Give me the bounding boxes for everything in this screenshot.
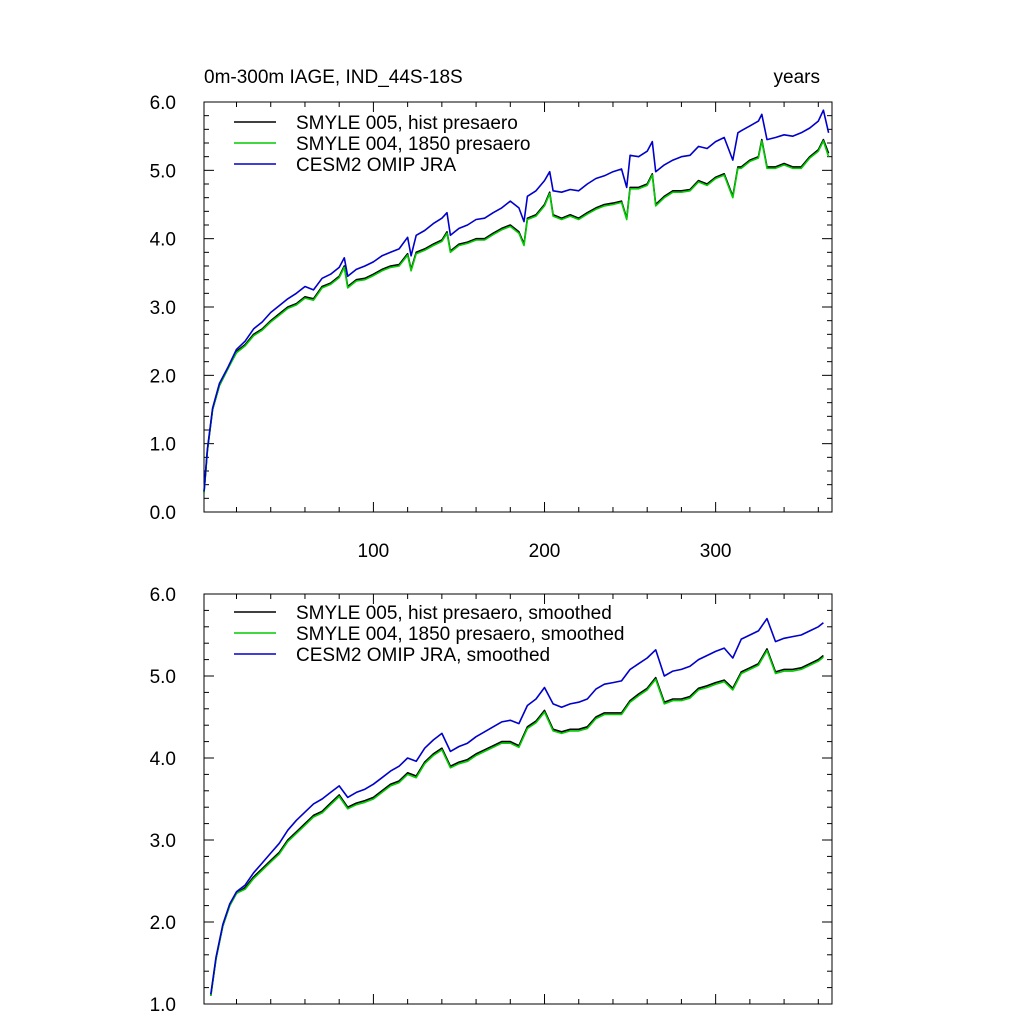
top-y-tick-labels: 0.0 1.0 2.0 3.0 4.0 5.0 6.0 bbox=[150, 93, 176, 524]
top-x-tick-labels: 100 200 300 bbox=[358, 541, 732, 562]
y-tick-label: 1.0 bbox=[150, 435, 176, 456]
legend-label-2: CESM2 OMIP JRA, smoothed bbox=[296, 645, 550, 666]
bottom-legend: SMYLE 005, hist presaero, smoothedSMYLE … bbox=[234, 603, 624, 666]
series-line-2 bbox=[203, 109, 830, 492]
y-tick-label: 4.0 bbox=[150, 230, 176, 251]
x-tick-label: 300 bbox=[700, 541, 732, 562]
x-tick-label: 200 bbox=[529, 541, 561, 562]
top-axis-ticks bbox=[204, 101, 832, 513]
bottom-series-group bbox=[210, 617, 824, 996]
y-tick-label: 5.0 bbox=[150, 667, 176, 688]
y-tick-label: 6.0 bbox=[150, 585, 176, 606]
legend-label-1: SMYLE 004, 1850 presaero, smoothed bbox=[296, 624, 624, 645]
x-tick-label: 100 bbox=[358, 541, 390, 562]
series-line-0 bbox=[203, 138, 830, 493]
y-tick-label: 1.0 bbox=[150, 995, 176, 1016]
units-label: years bbox=[774, 67, 820, 88]
chart-title: 0m-300m IAGE, IND_44S-18S bbox=[204, 67, 463, 88]
y-tick-label: 2.0 bbox=[150, 913, 176, 934]
series-line-1 bbox=[210, 649, 824, 996]
legend-label-0: SMYLE 005, hist presaero bbox=[296, 113, 518, 134]
y-tick-label: 3.0 bbox=[150, 298, 176, 319]
y-tick-label: 2.0 bbox=[150, 366, 176, 387]
y-tick-label: 5.0 bbox=[150, 161, 176, 182]
series-line-0 bbox=[210, 648, 824, 996]
y-tick-label: 4.0 bbox=[150, 749, 176, 770]
legend-label-1: SMYLE 004, 1850 presaero bbox=[296, 134, 531, 155]
series-line-1 bbox=[203, 140, 830, 493]
top-panel: 0m-300m IAGE, IND_44S-18S years 0.0 1.0 2.… bbox=[150, 67, 833, 562]
legend-label-2: CESM2 OMIP JRA bbox=[296, 155, 456, 176]
bottom-axis-ticks bbox=[204, 593, 832, 1005]
y-tick-label: 0.0 bbox=[150, 503, 176, 524]
series-line-2 bbox=[210, 617, 824, 995]
y-tick-label: 3.0 bbox=[150, 831, 176, 852]
bottom-panel: 1.0 2.0 3.0 4.0 5.0 6.0 SMYLE 005, hist presa… bbox=[150, 585, 833, 1016]
legend-label-0: SMYLE 005, hist presaero, smoothed bbox=[296, 603, 612, 624]
bottom-plot-frame bbox=[203, 593, 833, 1005]
bottom-y-tick-labels: 1.0 2.0 3.0 4.0 5.0 6.0 bbox=[150, 585, 176, 1016]
y-tick-label: 6.0 bbox=[150, 93, 176, 114]
top-series-group bbox=[203, 109, 830, 493]
